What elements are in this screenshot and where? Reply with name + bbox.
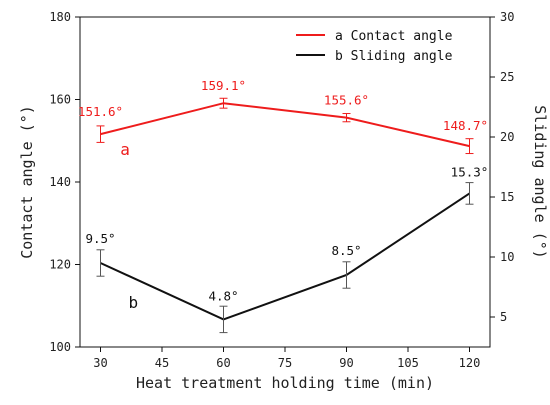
x-tick-label: 120 [459, 356, 481, 370]
x-tick-label: 90 [339, 356, 353, 370]
series-letter-b: b [128, 293, 138, 312]
series-line-contact-angle [100, 102, 470, 148]
y-right-tick-label: 20 [500, 130, 514, 144]
y-axis-title-left: Contact angle (°) [18, 105, 36, 259]
series-line-sliding-angle [100, 192, 471, 321]
data-label: 9.5° [85, 231, 115, 246]
x-tick-label: 105 [397, 356, 419, 370]
legend-label-contact-angle: a Contact angle [335, 29, 453, 44]
legend: a Contact angle b Sliding angle [296, 29, 453, 64]
data-labels: 151.6° 159.1° 155.6° 148.7° 9.5° 4.8° 8.5° 15.3… [78, 78, 488, 312]
y-right-tick-label: 15 [500, 190, 514, 204]
data-label: 15.3° [451, 164, 489, 179]
data-label: 159.1° [201, 78, 246, 93]
data-label: 155.6° [324, 93, 369, 108]
series [96, 97, 474, 334]
y-left-tick-label: 160 [49, 93, 71, 107]
x-tick-label: 45 [155, 356, 169, 370]
data-label: 148.7° [443, 118, 488, 133]
series-letter-a: a [120, 140, 130, 159]
y-axis-title-right: Sliding angle (°) [531, 105, 549, 259]
x-tick-label: 30 [93, 356, 107, 370]
ticks: 30 45 60 75 90 105 120 100 120 140 160 180 5 10 15 20 25… [49, 10, 514, 370]
data-label: 8.5° [331, 243, 361, 258]
x-tick-label: 60 [216, 356, 230, 370]
y-left-tick-label: 180 [49, 10, 71, 24]
data-label: 4.8° [208, 288, 238, 303]
x-axis-title: Heat treatment holding time (min) [136, 374, 434, 392]
y-left-tick-label: 140 [49, 175, 71, 189]
y-right-tick-label: 5 [500, 310, 507, 324]
y-left-tick-label: 120 [49, 258, 71, 272]
legend-label-sliding-angle: b Sliding angle [335, 49, 453, 64]
data-label: 151.6° [78, 104, 123, 119]
y-right-tick-label: 25 [500, 70, 514, 84]
y-right-tick-label: 10 [500, 250, 514, 264]
y-left-tick-label: 100 [49, 340, 71, 354]
y-right-tick-label: 30 [500, 10, 514, 24]
x-tick-label: 75 [278, 356, 292, 370]
